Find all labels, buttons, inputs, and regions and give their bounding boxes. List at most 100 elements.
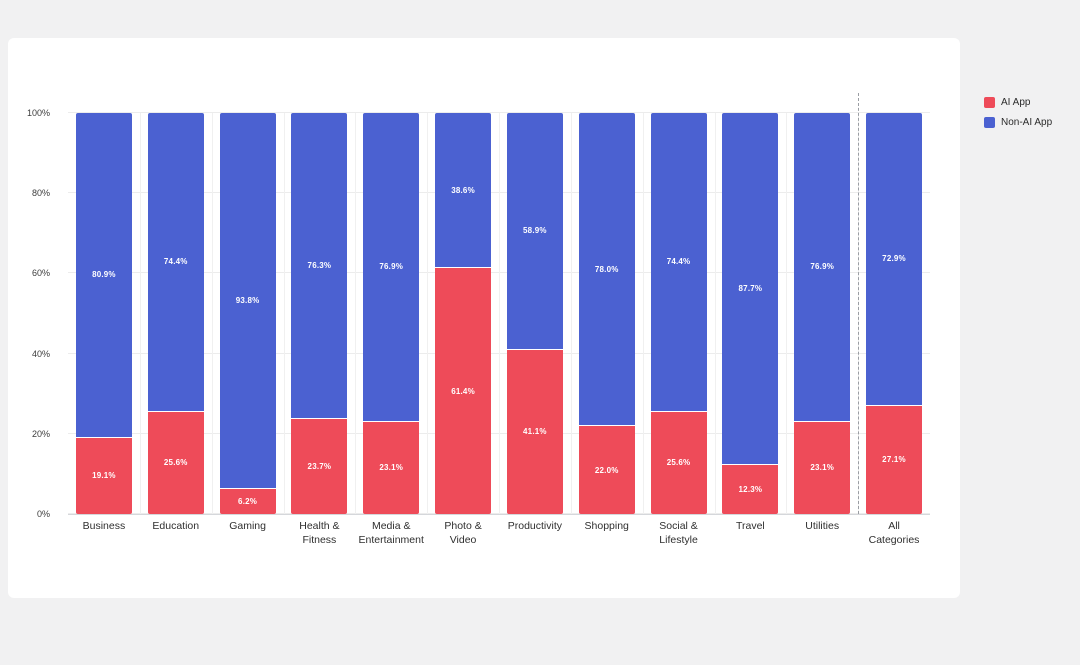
bar-column: 61.4% 38.6%: [427, 113, 499, 514]
vertical-gridline: [499, 113, 500, 514]
category-label: Shopping: [584, 520, 629, 532]
bar-segment-non-ai-app: 78.0%: [578, 113, 635, 426]
bar-value-label: 76.9%: [810, 262, 835, 272]
plot-area: 19.1% 80.9% 25.6% 74.4% 6.2% 93.8% 23.7% 76.3% 2…: [68, 93, 930, 515]
category-label: Media & Entertainment: [358, 520, 424, 546]
bar-column: 25.6% 74.4%: [140, 113, 212, 514]
stacked-bar: 22.0% 78.0%: [578, 113, 635, 514]
bar-value-label: 72.9%: [882, 254, 906, 264]
stacked-bar: 23.1% 76.9%: [794, 113, 851, 514]
bar-column: 6.2% 93.8%: [212, 113, 284, 514]
bar-value-label: 78.0%: [594, 264, 619, 274]
bar-value-label: 93.8%: [235, 296, 260, 306]
bar-value-label: 38.6%: [451, 185, 475, 195]
chart-card: 0% 20% 40% 60% 80% 100% 19.1% 80.9% 25.6% 74.4% 6…: [8, 38, 960, 598]
bar-column: 23.7% 76.3%: [283, 113, 355, 514]
vertical-gridline: [714, 113, 716, 514]
bar-segment-non-ai-app: 76.3%: [291, 113, 348, 420]
category-label: Health & Fitness: [299, 520, 340, 546]
bar-column: 19.1% 80.9%: [68, 113, 140, 514]
bar-value-label: 22.0%: [594, 465, 619, 475]
bar-segment-non-ai-app: 80.9%: [75, 113, 132, 438]
vertical-gridline: [642, 113, 644, 514]
stacked-bar: 23.1% 76.9%: [363, 113, 420, 514]
y-tick-label: 20%: [31, 428, 50, 439]
stacked-bar: 25.6% 74.4%: [147, 113, 204, 514]
bar-segment-ai-app: 27.1%: [866, 405, 923, 514]
y-tick-label: 40%: [31, 348, 50, 359]
bar-value-label: 27.1%: [882, 455, 906, 465]
bar-segment-ai-app: 25.6%: [650, 411, 707, 514]
bar-segment-ai-app: 12.3%: [722, 464, 779, 514]
bar-column: 25.6% 74.4%: [643, 113, 715, 514]
bar-value-label: 23.7%: [307, 462, 332, 472]
bar-value-label: 23.1%: [379, 463, 404, 473]
y-axis: 0% 20% 40% 60% 80% 100%: [8, 108, 60, 519]
bar-value-label: 58.9%: [523, 226, 547, 236]
bar-column: 12.3% 87.7%: [714, 113, 786, 514]
vertical-gridline: [355, 113, 357, 514]
bar-segment-ai-app: 23.1%: [794, 421, 851, 514]
bar-segment-non-ai-app: 72.9%: [866, 113, 923, 406]
bar-segment-ai-app: 19.1%: [75, 437, 132, 514]
separator-line: [858, 93, 860, 514]
bar-value-label: 61.4%: [451, 386, 475, 396]
category-label: All Categories: [868, 520, 920, 546]
gridline: [68, 112, 930, 113]
bar-segment-non-ai-app: 76.9%: [794, 113, 851, 422]
stacked-bar: 41.1% 58.9%: [506, 113, 563, 514]
category-label: Photo & Video: [444, 520, 482, 546]
category-label: Education: [152, 520, 200, 532]
stacked-bar: 27.1% 72.9%: [866, 113, 923, 514]
bar-value-label: 25.6%: [666, 458, 691, 468]
vertical-gridline: [139, 113, 141, 514]
bar-value-label: 74.4%: [163, 257, 188, 267]
bars: 19.1% 80.9% 25.6% 74.4% 6.2% 93.8% 23.7% 76.3% 2…: [68, 113, 930, 514]
category-label: Travel: [735, 520, 765, 532]
bar-value-label: 74.4%: [666, 257, 691, 267]
bar-segment-ai-app: 61.4%: [435, 268, 492, 514]
bar-segment-non-ai-app: 74.4%: [147, 113, 204, 412]
y-tick-label: 80%: [31, 188, 50, 199]
legend: AI App Non-AI App: [984, 97, 1052, 128]
bar-value-label: 41.1%: [523, 427, 547, 437]
vertical-gridline: [211, 113, 213, 514]
category-label: Social & Lifestyle: [659, 520, 698, 546]
bar-value-label: 25.6%: [163, 458, 188, 468]
bar-segment-non-ai-app: 74.4%: [650, 113, 707, 412]
bar-segment-non-ai-app: 58.9%: [506, 113, 563, 350]
bar-segment-non-ai-app: 76.9%: [363, 113, 420, 422]
bar-segment-non-ai-app: 93.8%: [219, 113, 276, 490]
x-axis-labels: Business Education Gaming Health & Fitness M…: [68, 520, 930, 547]
legend-item: Non-AI App: [984, 117, 1052, 128]
bar-segment-ai-app: 41.1%: [506, 349, 563, 514]
bar-column: 23.1% 76.9%: [355, 113, 427, 514]
stacked-bar: 6.2% 93.8%: [219, 113, 276, 514]
bar-segment-ai-app: 25.6%: [147, 411, 204, 514]
bar-column: 22.0% 78.0%: [571, 113, 643, 514]
y-tick-label: 100%: [26, 108, 50, 118]
bar-segment-ai-app: 23.1%: [363, 421, 420, 514]
y-tick-label: 60%: [31, 268, 50, 279]
bar-column: 23.1% 76.9%: [786, 113, 858, 514]
vertical-gridline: [427, 113, 429, 514]
bar-value-label: 80.9%: [92, 270, 116, 280]
stacked-bar: 25.6% 74.4%: [650, 113, 707, 514]
vertical-gridline: [786, 113, 788, 514]
legend-swatch-non-ai-app: [984, 117, 995, 128]
stacked-bar: 12.3% 87.7%: [722, 113, 779, 514]
bar-value-label: 76.9%: [379, 262, 404, 272]
vertical-gridline: [283, 113, 285, 514]
bar-column: 41.1% 58.9%: [499, 113, 571, 514]
bar-value-label: 23.1%: [810, 463, 835, 473]
vertical-gridline: [570, 113, 572, 514]
stacked-bar: 19.1% 80.9%: [75, 113, 132, 514]
bar-value-label: 76.3%: [307, 261, 332, 271]
category-label: Gaming: [229, 520, 266, 532]
bar-column: 27.1% 72.9%: [858, 113, 930, 514]
legend-label: AI App: [1001, 97, 1031, 108]
y-tick-label: 0%: [36, 509, 50, 519]
bar-segment-non-ai-app: 38.6%: [435, 113, 492, 269]
category-label: Productivity: [507, 520, 563, 532]
bar-value-label: 6.2%: [238, 497, 258, 507]
